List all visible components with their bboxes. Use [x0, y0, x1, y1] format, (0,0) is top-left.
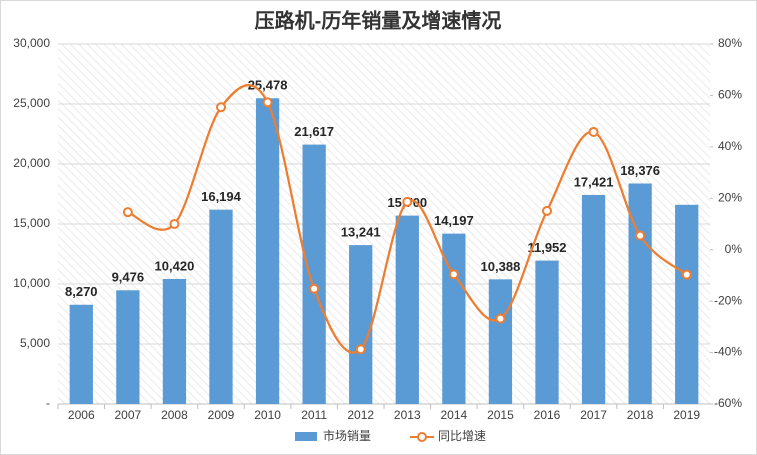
bar — [162, 278, 187, 404]
value-label: 17,421 — [574, 174, 614, 189]
x-tick-label: 2007 — [115, 408, 142, 422]
line-marker — [355, 344, 366, 355]
y2-tick-label: 0% — [725, 242, 743, 256]
legend-label: 市场销量 — [323, 428, 371, 443]
legend-swatch — [417, 432, 427, 442]
line-marker — [542, 205, 552, 216]
value-label: 11,952 — [527, 240, 566, 255]
x-tick-label: 2016 — [534, 408, 561, 422]
x-tick-label: 2014 — [441, 408, 468, 422]
value-label: 8,270 — [65, 284, 98, 299]
x-tick-label: 2012 — [347, 408, 374, 422]
y2-tick-label: 60% — [718, 88, 742, 102]
value-label: 14,197 — [434, 213, 474, 228]
x-tick-label: 2011 — [301, 408, 327, 422]
bar — [581, 194, 606, 404]
line-marker — [681, 269, 692, 280]
value-label: 21,617 — [294, 124, 334, 139]
y-tick-label: 15,000 — [13, 216, 50, 230]
x-tick-label: 2019 — [673, 408, 700, 422]
bar — [209, 209, 233, 404]
bar — [255, 98, 280, 404]
x-tick-label: 2015 — [487, 408, 514, 422]
y2-tick-label: 80% — [718, 36, 742, 50]
bar — [349, 245, 373, 404]
value-label: 16,194 — [201, 189, 242, 204]
line-marker — [588, 126, 599, 137]
y2-tick-label: 40% — [718, 139, 742, 153]
bar — [116, 290, 140, 404]
x-tick-label: 2010 — [254, 408, 281, 422]
y-tick-label: 5,000 — [20, 336, 50, 350]
y2-tick-label: -60% — [714, 396, 742, 410]
line-marker — [635, 230, 646, 241]
legend-label: 同比增速 — [438, 429, 486, 443]
y2-tick-label: -20% — [714, 293, 742, 307]
value-label: 10,388 — [481, 259, 521, 274]
y-tick-label: 25,000 — [13, 96, 50, 110]
x-tick-label: 2008 — [161, 408, 188, 422]
bar — [69, 304, 93, 404]
bar — [675, 204, 699, 404]
bar — [535, 260, 559, 404]
x-tick-label: 2009 — [208, 408, 235, 422]
y-tick-label: - — [46, 396, 50, 410]
y2-tick-label: 20% — [718, 190, 742, 204]
value-label: 18,376 — [620, 163, 660, 178]
line-marker — [216, 102, 226, 113]
bar — [442, 233, 466, 404]
line-marker — [309, 283, 320, 294]
line-marker — [122, 207, 133, 218]
line-marker — [262, 97, 273, 108]
legend-swatch — [295, 432, 317, 441]
x-tick-label: 2013 — [394, 408, 421, 422]
bar — [302, 144, 326, 404]
bar — [395, 215, 419, 404]
x-tick-label: 2006 — [68, 408, 95, 422]
value-label: 9,476 — [112, 270, 145, 285]
chart-title: 压路机-历年销量及增速情况 — [255, 8, 502, 32]
y-tick-label: 20,000 — [13, 156, 50, 170]
value-label: 10,420 — [155, 258, 195, 273]
x-tick-label: 2018 — [627, 408, 654, 422]
bar — [488, 279, 513, 404]
bar — [628, 183, 652, 404]
x-tick-label: 2017 — [580, 408, 607, 422]
y2-tick-label: -40% — [714, 345, 742, 359]
line-marker — [402, 196, 413, 207]
line-marker — [448, 269, 459, 280]
y-tick-label: 10,000 — [13, 276, 50, 290]
line-marker — [169, 219, 180, 229]
line-marker — [495, 313, 506, 324]
y-tick-label: 30,000 — [13, 36, 50, 50]
value-label: 13,241 — [341, 225, 381, 240]
